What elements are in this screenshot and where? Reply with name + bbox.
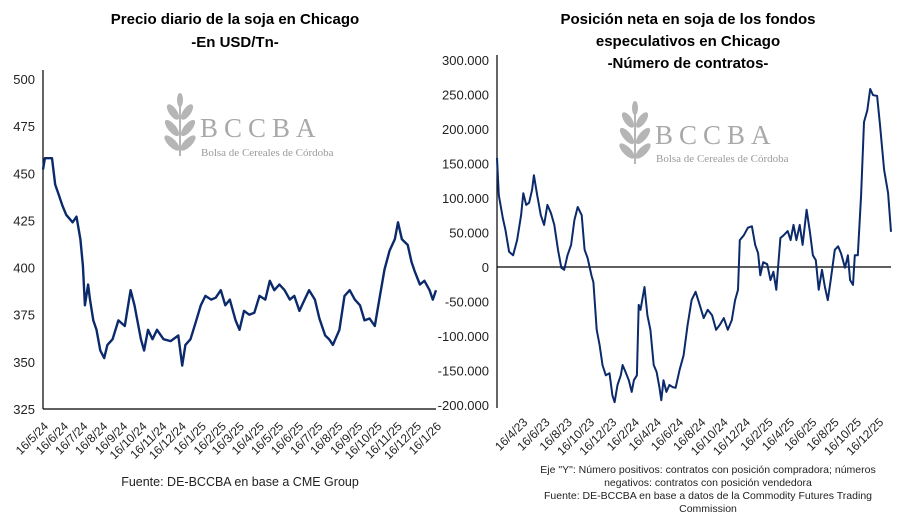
source-note: Fuente: DE-BCCBA en base a CME Group <box>121 475 359 489</box>
y-tick-label: -150.000 <box>438 364 489 379</box>
y-tick-label: 100.000 <box>442 191 489 206</box>
watermark-logo: BCCBA Bolsa de Cereales de Córdoba <box>164 93 334 159</box>
y-tick-label: 0 <box>482 260 489 275</box>
logo-subtitle: Bolsa de Cereales de Córdoba <box>656 153 789 165</box>
y-tick-label: 475 <box>13 119 35 134</box>
watermark-logo: BCCBA Bolsa de Cereales de Córdoba <box>619 101 789 165</box>
chart-title-line-3: -Número de contratos- <box>608 55 769 72</box>
source-note-line-1: Fuente: DE-BCCBA en base a datos de la C… <box>544 490 872 502</box>
axis-note-line-1: Eje "Y": Número positivos: contratos con… <box>540 464 875 476</box>
y-tick-label: 50.000 <box>449 226 489 241</box>
series-line-net-position <box>496 88 892 404</box>
chart-title-line-1: Precio diario de la soja en Chicago <box>111 11 359 28</box>
series-line-price <box>41 157 438 367</box>
y-tick-label: -50.000 <box>445 295 489 310</box>
logo-subtitle: Bolsa de Cereales de Córdoba <box>201 147 334 159</box>
logo-name: BCCBA <box>200 113 322 143</box>
y-tick-label: 350 <box>13 355 35 370</box>
y-tick-label: 400 <box>13 261 35 276</box>
y-tick-label: 200.000 <box>442 122 489 137</box>
wheat-icon <box>164 93 196 156</box>
y-tick-label: 250.000 <box>442 88 489 103</box>
chart-title-line-2: -En USD/Tn- <box>191 34 279 51</box>
axis-note-line-2: negativos: contratos con posición vended… <box>604 477 812 489</box>
y-tick-label: 375 <box>13 308 35 323</box>
source-note-line-2: Commission <box>679 503 737 515</box>
y-tick-label: -200.000 <box>438 398 489 413</box>
logo-name: BCCBA <box>655 120 777 150</box>
wheat-icon <box>619 101 651 164</box>
chart-title-line-1: Posición neta en soja de los fondos <box>560 11 815 28</box>
y-tick-label: -100.000 <box>438 329 489 344</box>
y-tick-label: 325 <box>13 402 35 417</box>
chart-net-position: Posición neta en soja de los fondos espe… <box>438 11 892 515</box>
chart-soy-price: Precio diario de la soja en Chicago -En … <box>13 11 444 489</box>
chart-title-line-2: especulativos en Chicago <box>596 33 780 50</box>
y-tick-label: 150.000 <box>442 157 489 172</box>
y-tick-label: 300.000 <box>442 53 489 68</box>
y-tick-label: 500 <box>13 72 35 87</box>
y-tick-label: 425 <box>13 213 35 228</box>
y-tick-label: 450 <box>13 166 35 181</box>
